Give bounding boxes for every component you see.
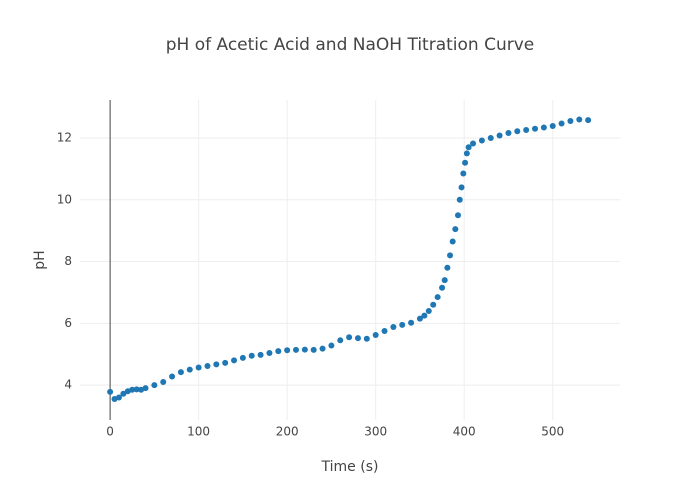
point	[441, 277, 448, 284]
point	[425, 307, 432, 314]
point	[390, 324, 397, 331]
point	[462, 159, 469, 166]
point	[310, 346, 317, 353]
point	[231, 357, 238, 364]
point	[455, 212, 461, 219]
y-tick-label: 6	[64, 316, 72, 330]
point	[142, 385, 149, 392]
point	[458, 184, 465, 191]
point	[275, 348, 282, 355]
point	[266, 349, 273, 356]
point	[408, 319, 415, 326]
point	[204, 362, 211, 369]
x-tick-label: 0	[106, 425, 114, 439]
point	[465, 144, 472, 151]
point	[354, 335, 361, 342]
point	[284, 347, 291, 354]
point	[585, 117, 592, 124]
point	[222, 359, 229, 366]
point	[381, 328, 388, 335]
point	[133, 386, 140, 393]
point	[421, 312, 428, 319]
point	[452, 226, 459, 233]
x-tick-label: 400	[453, 425, 476, 439]
point	[416, 315, 423, 322]
y-tick-label: 4	[64, 378, 72, 392]
x-axis-title: Time (s)	[321, 459, 379, 475]
y-axis-title: pH	[32, 250, 48, 269]
x-tick-label: 500	[541, 425, 564, 439]
point	[248, 352, 255, 359]
point	[328, 342, 335, 349]
point	[478, 137, 485, 144]
point	[558, 120, 565, 127]
point	[449, 238, 456, 245]
point	[444, 264, 451, 271]
x-tick-label: 200	[276, 425, 299, 439]
point	[487, 134, 494, 141]
point	[169, 373, 176, 380]
point	[576, 116, 583, 123]
point	[129, 386, 136, 393]
point	[399, 321, 406, 328]
point	[456, 196, 463, 203]
point	[213, 361, 220, 368]
point	[363, 335, 370, 342]
point	[177, 369, 184, 376]
point	[107, 388, 114, 395]
point	[319, 345, 326, 352]
point	[523, 126, 530, 133]
point	[567, 118, 574, 125]
point	[460, 170, 467, 177]
point	[549, 122, 556, 129]
x-tick-label: 100	[187, 425, 210, 439]
chart-title: pH of Acetic Acid and NaOH Titration Cur…	[166, 35, 535, 55]
point	[346, 334, 353, 341]
point	[115, 394, 122, 401]
point	[532, 125, 539, 132]
point	[439, 284, 446, 291]
point	[293, 346, 299, 353]
point	[514, 128, 521, 135]
point	[120, 390, 127, 397]
point	[470, 140, 477, 147]
point	[239, 354, 246, 361]
point	[301, 346, 308, 353]
y-tick-label: 10	[57, 192, 72, 206]
point	[430, 301, 437, 308]
point	[496, 132, 503, 139]
point	[337, 337, 344, 344]
point	[505, 130, 512, 137]
point	[257, 351, 264, 358]
point	[160, 379, 167, 386]
point	[372, 332, 379, 339]
point	[540, 124, 547, 131]
y-tick-label: 12	[57, 130, 72, 144]
point	[434, 294, 441, 301]
point	[463, 150, 470, 157]
point	[447, 252, 454, 259]
x-tick-label: 300	[364, 425, 387, 439]
y-tick-label: 8	[64, 254, 72, 268]
point	[151, 382, 158, 389]
point	[186, 366, 193, 373]
point	[195, 364, 202, 371]
